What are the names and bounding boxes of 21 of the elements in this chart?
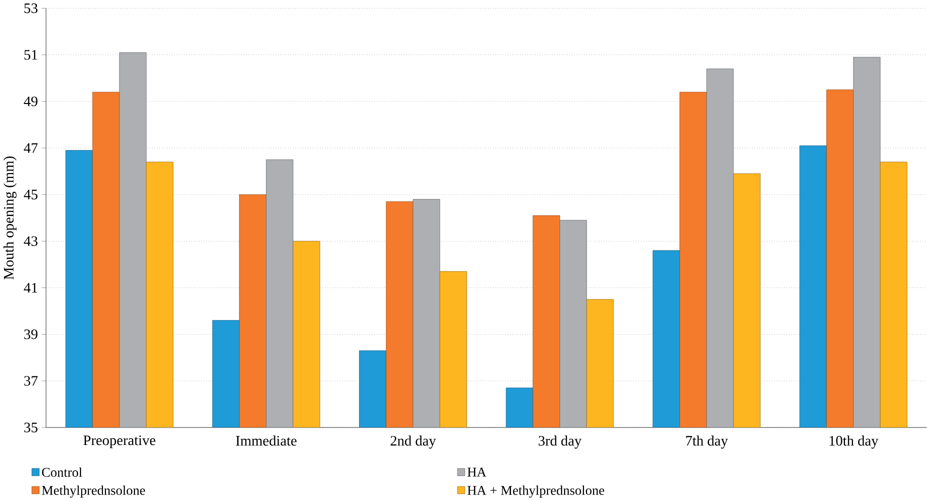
y-tick-label: 45 bbox=[24, 190, 38, 200]
y-tick-label: 53 bbox=[24, 3, 38, 13]
y-axis-title: Mouth opening (mm) bbox=[3, 156, 17, 280]
y-tick-label: 35 bbox=[24, 422, 38, 432]
y-tick-label: 43 bbox=[24, 236, 38, 246]
x-tick-label: 10th day bbox=[830, 435, 878, 448]
y-tick-label: 51 bbox=[24, 50, 38, 60]
y-tick-label: 39 bbox=[24, 329, 38, 339]
x-tick-label: Immediate bbox=[236, 435, 297, 446]
legend-label: Methylprednsolone bbox=[42, 485, 146, 498]
legend-label: HA + Methylprednsolone bbox=[467, 485, 604, 498]
legend-label: Control bbox=[42, 467, 82, 477]
legend-label: HA bbox=[467, 467, 486, 476]
y-tick-label: 41 bbox=[24, 282, 38, 292]
x-tick-label: 7th day bbox=[686, 435, 728, 448]
y-tick-label: 47 bbox=[24, 143, 38, 153]
y-tick-label: 49 bbox=[24, 96, 38, 106]
x-tick-label: 2nd day bbox=[390, 435, 436, 448]
x-tick-label: Preoperative bbox=[83, 435, 156, 448]
y-tick-label: 37 bbox=[24, 376, 38, 386]
x-tick-label: 3rd day bbox=[538, 435, 582, 448]
